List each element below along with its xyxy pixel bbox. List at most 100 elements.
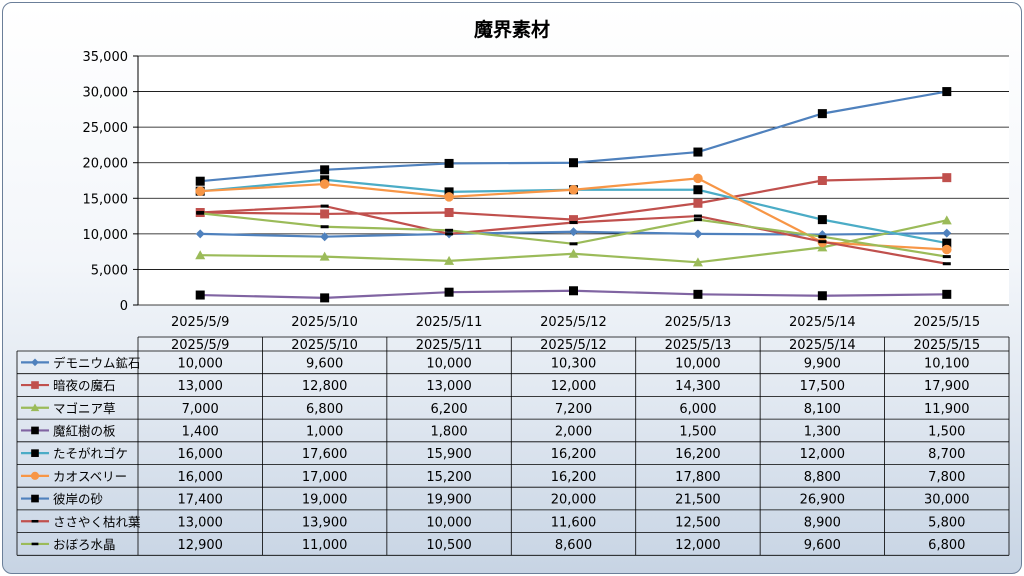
data-point (445, 232, 454, 236)
legend-key-marker (31, 426, 39, 435)
legend-series-name: ささやく枯れ葉 (53, 514, 141, 529)
table-value-cell: 12,000 (800, 447, 846, 462)
table-value-cell: 10,300 (551, 356, 597, 371)
table-value-cell: 14,300 (675, 379, 721, 394)
table-value-cell: 16,000 (177, 470, 223, 485)
data-point (942, 238, 952, 248)
table-value-cell: 7,000 (182, 402, 219, 417)
table-value-cell: 11,600 (551, 515, 597, 530)
table-value-cell: 6,800 (306, 402, 343, 417)
table-value-cell: 13,000 (177, 515, 223, 530)
data-point (942, 173, 952, 183)
table-value-cell: 10,000 (426, 515, 472, 530)
data-point (818, 235, 827, 239)
data-point (444, 208, 454, 218)
data-point (195, 229, 205, 239)
data-point (444, 287, 454, 297)
table-value-cell: 10,000 (426, 356, 472, 371)
table-value-cell: 16,200 (551, 447, 597, 462)
table-value-cell: 12,000 (675, 538, 721, 553)
x-tick-label: 2025/5/15 (913, 315, 980, 330)
legend-series-name: カオスベリー (53, 469, 127, 484)
legend-series-name: 暗夜の魔石 (53, 378, 116, 393)
data-point (942, 255, 951, 259)
data-point (693, 185, 703, 195)
y-tick-label: 30,000 (83, 86, 129, 101)
table-header-cell: 2025/5/10 (291, 338, 358, 353)
table-value-cell: 13,000 (177, 379, 223, 394)
x-tick-label: 2025/5/9 (171, 315, 229, 330)
y-tick-label: 20,000 (83, 157, 129, 172)
table-value-cell: 16,000 (177, 447, 223, 462)
legend-series-name: マゴニア草 (53, 401, 116, 416)
data-point (693, 198, 703, 208)
table-value-cell: 15,200 (426, 470, 472, 485)
data-point (569, 220, 578, 224)
data-point (444, 192, 454, 202)
data-point (942, 262, 951, 266)
table-value-cell: 17,800 (675, 470, 721, 485)
table-value-cell: 8,900 (804, 515, 841, 530)
table-value-cell: 13,900 (302, 515, 348, 530)
table-value-cell: 12,500 (675, 515, 721, 530)
legend-series-name: 魔紅樹の板 (53, 423, 116, 438)
data-point (817, 215, 827, 225)
y-tick-label: 10,000 (83, 228, 129, 243)
data-point (320, 165, 330, 175)
data-point (319, 179, 330, 189)
data-point (319, 251, 330, 261)
table-value-cell: 1,500 (679, 424, 716, 439)
table-value-cell: 1,800 (430, 424, 467, 439)
x-tick-label: 2025/5/13 (665, 315, 732, 330)
data-point (569, 158, 578, 168)
data-point (817, 109, 827, 119)
table-value-cell: 17,000 (302, 470, 348, 485)
table-value-cell: 12,900 (177, 538, 223, 553)
data-point (569, 227, 578, 237)
data-point (444, 158, 454, 168)
y-tick-label: 0 (120, 299, 128, 314)
table-value-cell: 6,200 (430, 402, 467, 417)
table-value-cell: 7,200 (555, 402, 592, 417)
table-header-cell: 2025/5/14 (789, 338, 856, 353)
table-value-cell: 1,500 (928, 424, 965, 439)
table-value-cell: 17,600 (302, 447, 348, 462)
table-header-cell: 2025/5/11 (416, 338, 483, 353)
table-value-cell: 6,800 (928, 538, 965, 553)
table-value-cell: 2,000 (555, 424, 592, 439)
data-point (320, 225, 329, 229)
legend-key-marker (31, 542, 39, 546)
table-value-cell: 8,700 (928, 447, 965, 462)
y-tick-label: 35,000 (83, 50, 129, 65)
table-value-cell: 21,500 (675, 493, 721, 508)
table-value-cell: 12,000 (551, 379, 597, 394)
x-tick-label: 2025/5/11 (416, 315, 483, 330)
table-value-cell: 10,100 (924, 356, 970, 371)
data-point (195, 290, 205, 300)
table-value-cell: 1,300 (804, 424, 841, 439)
data-point (196, 211, 205, 215)
legend-key-marker (30, 403, 40, 412)
table-value-cell: 11,000 (302, 538, 348, 553)
legend-key-marker (31, 381, 39, 389)
data-point (320, 232, 330, 242)
table-value-cell: 19,900 (426, 493, 472, 508)
table-value-cell: 13,000 (426, 379, 472, 394)
table-value-cell: 16,200 (551, 470, 597, 485)
data-point (569, 242, 578, 246)
data-point (817, 176, 827, 185)
data-point (693, 218, 702, 222)
table-value-cell: 11,900 (924, 402, 970, 417)
data-point (693, 229, 703, 239)
table-value-cell: 17,500 (800, 379, 846, 394)
legend-key-marker (31, 494, 39, 503)
plot-area (138, 56, 1009, 305)
legend-key-marker (31, 519, 39, 523)
y-tick-label: 25,000 (83, 121, 129, 136)
legend-series-name: おぼろ水晶 (53, 537, 116, 552)
legend-key-marker (31, 449, 39, 457)
table-value-cell: 9,600 (804, 538, 841, 553)
table-value-cell: 8,800 (804, 470, 841, 485)
table-value-cell: 1,400 (182, 424, 219, 439)
chart-title: 魔界素材 (474, 18, 550, 41)
